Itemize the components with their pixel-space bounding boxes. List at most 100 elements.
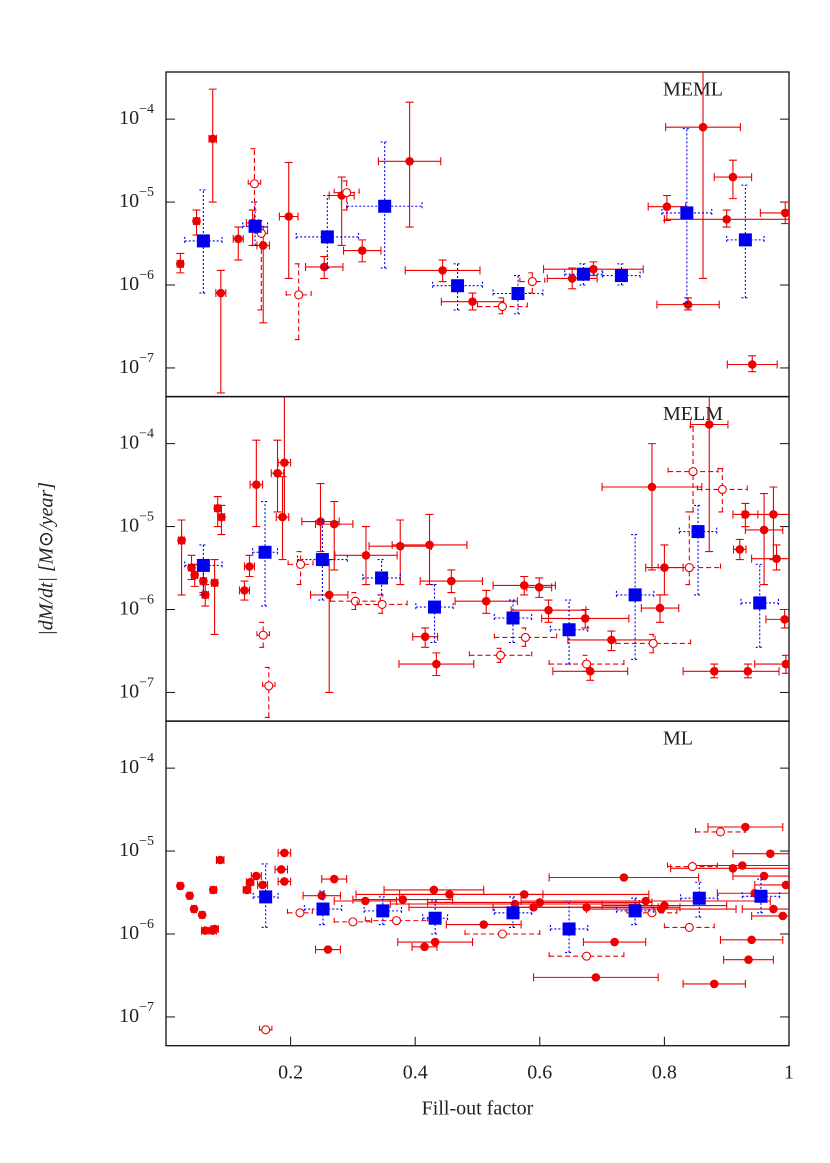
marker [534,583,544,592]
x-error-bar [657,563,722,572]
marker [544,605,553,615]
x-error-bar [740,598,779,607]
marker [687,862,697,872]
marker [342,188,352,198]
y-error-bar [513,275,522,315]
marker [628,904,642,918]
marker [447,576,456,586]
y-tick-label: 10−6 [119,917,154,943]
x-tick-label: 0.8 [652,1061,677,1083]
x-error-bar [549,625,589,634]
marker [715,827,726,837]
marker [747,360,757,369]
x-axis-label: Fill-out factor [422,1097,534,1119]
y-error-bar [325,559,334,693]
marker [357,246,367,255]
x-tick-label: 0.6 [527,1061,552,1083]
y-axis-label: |dM/dt| [M⊙/year] [36,482,58,636]
x-error-bar [184,561,223,570]
marker [324,590,334,600]
panel-frame [165,395,790,722]
y-error-bar [631,534,640,660]
marker [497,929,507,939]
marker [429,885,439,895]
x-error-bar [549,924,589,933]
y-error-bar [579,263,588,286]
marker [520,632,531,643]
y-error-bar [261,863,270,928]
y-tick-label: 10−6 [119,268,154,294]
y-error-bar [264,666,273,718]
y-error-bar [705,396,714,553]
marker [781,659,789,669]
marker [213,504,223,513]
panel-label: ML [663,728,693,750]
marker [728,172,738,182]
marker [245,562,254,571]
y-error-bar [694,504,703,596]
marker [519,890,529,899]
marker [317,891,327,900]
plot-area [176,72,789,394]
marker [196,234,210,248]
y-error-bar [682,127,691,304]
marker [769,904,778,914]
marker [259,890,273,904]
marker [295,908,305,918]
marker [562,623,576,637]
marker [348,917,358,927]
marker [778,911,788,921]
x-tick-label: 1 [784,1061,794,1083]
marker [361,896,370,906]
marker [614,269,628,283]
marker [176,259,185,269]
marker [245,878,255,887]
marker [772,554,781,563]
y-error-bar [396,519,405,586]
marker [759,871,769,881]
marker [780,615,789,624]
marker [662,202,672,211]
y-tick-label: 10−5 [119,185,154,211]
x-error-bar [295,232,360,241]
y-error-bar [342,180,351,211]
marker [430,937,440,947]
y-error-bar [760,493,769,586]
marker [258,880,267,890]
x-error-bar [564,270,603,279]
marker [759,525,769,535]
y-tick-label: 10−7 [119,676,154,702]
y-error-bar [685,511,694,586]
marker [506,906,520,920]
marker [743,666,753,676]
marker [273,468,282,478]
marker [607,635,616,645]
y-error-bar [425,513,434,586]
plot-area [176,822,789,1035]
marker [189,904,199,914]
marker [580,614,590,623]
x-error-bar [548,660,625,669]
marker [684,563,694,573]
x-error-bar [548,952,625,961]
marker [591,973,601,982]
marker [210,924,219,934]
marker [692,891,706,905]
y-error-bar [453,263,462,311]
x-error-bar [493,908,533,917]
x-error-bar [615,906,655,915]
y-error-bar [509,896,518,928]
marker [722,214,731,224]
marker [280,877,289,886]
marker [233,234,243,244]
marker [216,288,226,298]
marker [405,157,414,166]
marker [680,206,694,220]
x-error-bar [362,573,401,582]
x-tick-label: 0.2 [278,1061,303,1083]
marker [698,122,708,132]
marker [209,885,218,895]
y-error-bar [280,396,289,518]
marker [391,916,402,926]
marker [284,212,294,221]
